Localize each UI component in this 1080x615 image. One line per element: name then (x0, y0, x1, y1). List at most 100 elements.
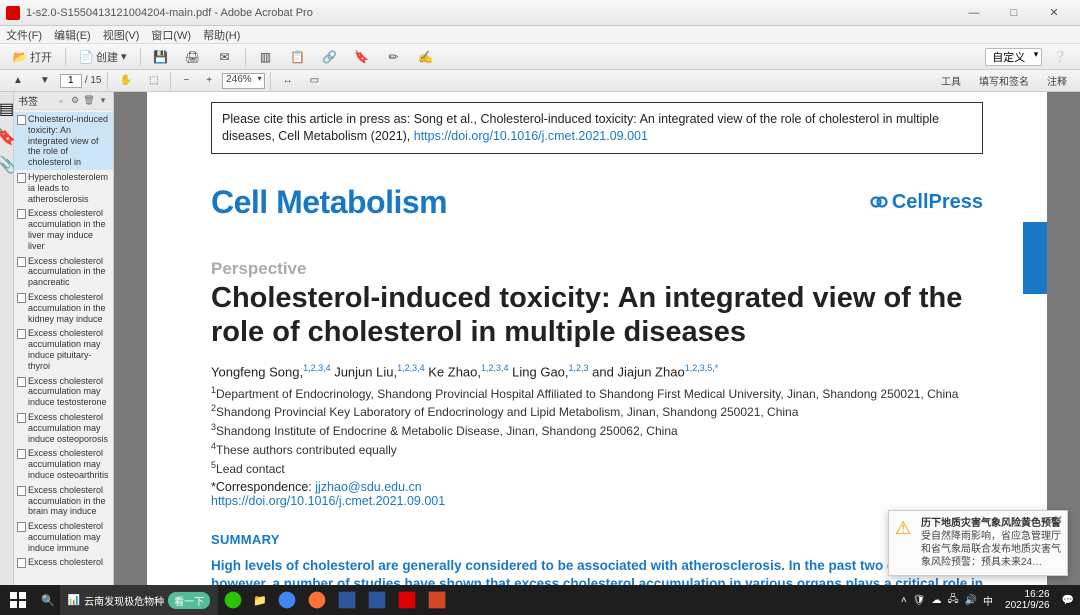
page-up-button[interactable]: ▲ (6, 71, 30, 91)
affiliation-line: 3Shandong Institute of Endocrine & Metab… (211, 421, 983, 440)
hand-tool[interactable]: ✋ (113, 71, 139, 91)
link-icon: 🔗 (323, 50, 337, 64)
tool-button-5[interactable]: ✏ (380, 47, 408, 67)
bookmark-item[interactable]: Excess cholesterol accumulation may indu… (14, 446, 113, 482)
section-label: Perspective (211, 259, 983, 279)
sidebar-strip: ▤ 🔖 📎 (0, 92, 14, 585)
minimize-button[interactable]: — (954, 3, 994, 23)
thumb-tab-icon[interactable]: ▤ (0, 98, 14, 120)
task-firefox[interactable] (302, 585, 332, 615)
bookmark-tab-icon[interactable]: 🔖 (0, 126, 14, 148)
bookmark-options-icon[interactable]: ⚙ (69, 95, 81, 107)
page-icon: ▥ (259, 50, 273, 64)
citation-box: Please cite this article in press as: So… (211, 102, 983, 154)
bookmark-menu-icon[interactable]: ▾ (97, 95, 109, 107)
create-icon: 📄 (79, 50, 93, 64)
toolbar-main: 📂打开 📄创建 ▾ 💾 🖨 ✉ ▥ 📋 🔗 🔖 ✏ ✍ 自定义 ❔ (0, 44, 1080, 70)
toolbar-nav: ▲ ▼ / 15 ✋ ⬚ − + 246% ↔ ▭ 工具 填写和签名 注释 (0, 70, 1080, 92)
search-button[interactable]: 🔍 (36, 585, 60, 615)
print-icon: 🖨 (186, 50, 200, 64)
task-wechat[interactable] (218, 585, 248, 615)
bookmark-item[interactable]: Excess cholesterol accumulation in the b… (14, 483, 113, 519)
bookmark-item[interactable]: Excess cholesterol accumulation in the p… (14, 254, 113, 290)
summary-text: High levels of cholesterol are generally… (211, 557, 983, 586)
page-number-field[interactable] (60, 74, 82, 88)
article-title: Cholesterol-induced toxicity: An integra… (211, 281, 983, 349)
zoom-out-button[interactable]: − (176, 71, 196, 91)
select-tool[interactable]: ⬚ (142, 71, 165, 91)
tool-button-4[interactable]: 🔖 (348, 47, 376, 67)
tool-button-1[interactable]: ▥ (252, 47, 280, 67)
page-total: / 15 (85, 75, 102, 86)
notification-popup[interactable]: ✕ 历下地质灾害气象风险黄色预警 受自然降雨影响，省应急管理厅和省气象局联合发布… (888, 510, 1068, 576)
authors-line: Yongfeng Song,1,2,3,4 Junjun Liu,1,2,3,4… (211, 363, 983, 379)
bookmark-del-icon[interactable]: 🗑 (83, 95, 95, 107)
bookmark-item[interactable]: Excess cholesterol accumulation may indu… (14, 326, 113, 373)
task-acrobat[interactable] (392, 585, 422, 615)
email-link[interactable]: jjzhao@sdu.edu.cn (315, 480, 422, 494)
email-button[interactable]: ✉ (211, 47, 239, 67)
print-button[interactable]: 🖨 (179, 47, 207, 67)
bookmark-item[interactable]: Excess cholesterol accumulation in the l… (14, 206, 113, 253)
titlebar: 1-s2.0-S1550413121004204-main.pdf - Adob… (0, 0, 1080, 26)
sign-tab[interactable]: 填写和签名 (972, 71, 1036, 91)
bookmark-item[interactable]: Excess cholesterol (14, 555, 113, 570)
bookmark-item[interactable]: Hypercholesterolemia leads to atheroscle… (14, 170, 113, 206)
email-icon: ✉ (218, 50, 232, 64)
bookmark-panel: 书签 ▫ ⚙ 🗑 ▾ Cholesterol-induced toxicity:… (14, 92, 114, 585)
tools-tab[interactable]: 工具 (934, 71, 968, 91)
maximize-button[interactable]: □ (994, 3, 1034, 23)
comment-tab[interactable]: 注释 (1040, 71, 1074, 91)
page-down-button[interactable]: ▼ (33, 71, 57, 91)
tool-button-3[interactable]: 🔗 (316, 47, 344, 67)
tool-button-2[interactable]: 📋 (284, 47, 312, 67)
tray-ime-icon[interactable]: 中 (983, 593, 993, 608)
cellpress-icon (870, 193, 888, 211)
bookmark-item[interactable]: Excess cholesterol accumulation in the k… (14, 290, 113, 326)
close-button[interactable]: ✕ (1034, 3, 1074, 23)
attach-tab-icon[interactable]: 📎 (0, 154, 14, 176)
tray-vol-icon[interactable]: 🔊 (965, 595, 977, 606)
toolbar-help-icon[interactable]: ❔ (1046, 47, 1074, 67)
menu-window[interactable]: 窗口(W) (151, 27, 191, 43)
menu-file[interactable]: 文件(F) (6, 27, 42, 43)
task-ppt[interactable] (422, 585, 452, 615)
bookmark-item[interactable]: Excess cholesterol accumulation may indu… (14, 374, 113, 410)
fit-page-button[interactable]: ▭ (303, 71, 326, 91)
start-button[interactable] (0, 585, 36, 615)
brand-square (1023, 222, 1047, 294)
popup-body: 受自然降雨影响，省应急管理厅和省气象局联合发布地质灾害气象风险预警：预具未来24… (921, 530, 1061, 569)
bookmark-header: 书签 ▫ ⚙ 🗑 ▾ (14, 92, 113, 110)
stamp-icon: 🔖 (355, 50, 369, 64)
tray-up-icon[interactable]: ˄ (901, 595, 907, 606)
custom-dropdown[interactable]: 自定义 (985, 48, 1042, 66)
save-button[interactable]: 💾 (147, 47, 175, 67)
menu-help[interactable]: 帮助(H) (203, 27, 240, 43)
fit-width-button[interactable]: ↔ (276, 71, 300, 91)
cite-doi-link[interactable]: https://doi.org/10.1016/j.cmet.2021.09.0… (414, 129, 648, 143)
menu-edit[interactable]: 编辑(E) (54, 27, 91, 43)
popup-close-icon[interactable]: ✕ (1054, 513, 1063, 527)
zoom-in-button[interactable]: + (199, 71, 219, 91)
bookmark-item[interactable]: Cholesterol-induced toxicity: An integra… (14, 112, 113, 170)
task-word[interactable] (332, 585, 362, 615)
menu-view[interactable]: 视图(V) (103, 27, 140, 43)
popup-title: 历下地质灾害气象风险黄色预警 (921, 517, 1061, 530)
doi-link[interactable]: https://doi.org/10.1016/j.cmet.2021.09.0… (211, 494, 983, 508)
bookmark-new-icon[interactable]: ▫ (55, 95, 67, 107)
task-browser[interactable] (272, 585, 302, 615)
tray-notif-icon[interactable]: 💬 (1062, 595, 1074, 606)
search-box[interactable]: 📊云南发现极危物种看一下 (60, 585, 218, 615)
tray-shield-icon[interactable]: 🛡 (913, 595, 926, 606)
tool-button-6[interactable]: ✍ (412, 47, 440, 67)
tray-cloud-icon[interactable]: ☁ (931, 595, 941, 606)
tray-net-icon[interactable]: 🖧 (947, 592, 958, 609)
open-button[interactable]: 📂打开 (6, 47, 59, 67)
bookmark-item[interactable]: Excess cholesterol accumulation may indu… (14, 410, 113, 446)
task-word2[interactable] (362, 585, 392, 615)
zoom-select[interactable]: 246% (222, 73, 265, 89)
task-folder[interactable]: 📁 (248, 585, 272, 615)
bookmark-item[interactable]: Excess cholesterol accumulation may indu… (14, 519, 113, 555)
affiliation-line: 2Shandong Provincial Key Laboratory of E… (211, 402, 983, 421)
create-button[interactable]: 📄创建 ▾ (72, 47, 134, 67)
